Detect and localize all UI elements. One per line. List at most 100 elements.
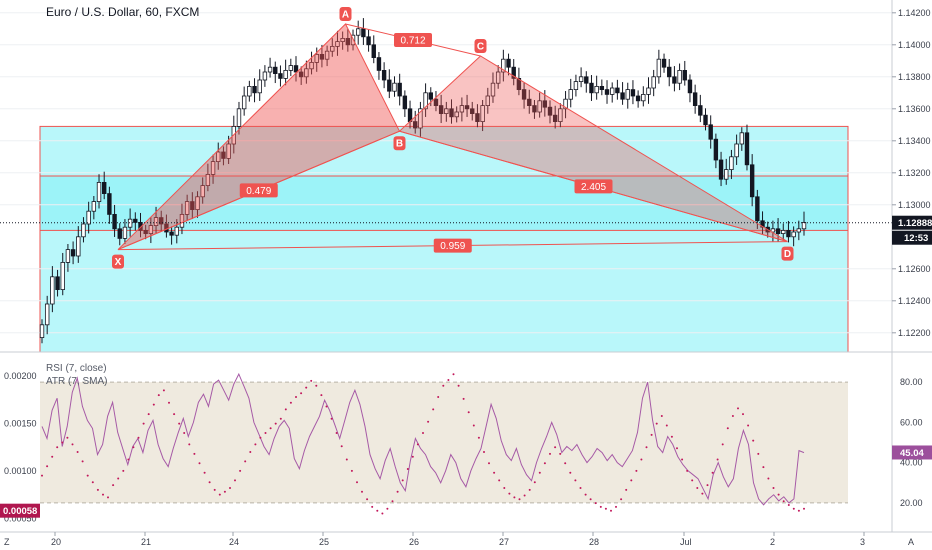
harmonic-pattern[interactable]: 0.712 0.479 2.405 0.959 X A B C D	[112, 7, 794, 269]
candle	[423, 83, 428, 117]
candle	[568, 78, 573, 108]
atr-dot	[711, 471, 714, 474]
symbol-title[interactable]: Euro / U.S. Dollar, 60, FXCM	[46, 5, 199, 19]
time-tick-label: 20	[51, 537, 61, 547]
svg-text:0.959: 0.959	[440, 241, 465, 252]
candle	[278, 65, 283, 87]
candle	[304, 60, 309, 84]
rsi-legend[interactable]: RSI (7, close)	[46, 363, 107, 374]
candle	[594, 75, 599, 100]
atr-dot	[188, 443, 191, 446]
price-tick-label: 1.12400	[898, 296, 931, 306]
atr-dot	[422, 432, 424, 434]
candle	[490, 72, 496, 103]
atr-dot	[691, 479, 694, 482]
axis-corner-right[interactable]: A	[908, 537, 914, 547]
candle	[687, 74, 693, 103]
atr-dot	[249, 451, 252, 453]
price-tick-label: 1.13600	[898, 104, 931, 114]
atr-dot	[559, 452, 562, 455]
atr-dot	[747, 424, 750, 427]
atr-dot	[594, 502, 597, 505]
atr-dot	[528, 488, 531, 491]
atr-dot	[289, 401, 292, 404]
atr-dot	[203, 471, 206, 474]
atr-dot	[229, 487, 231, 489]
atr-dot	[432, 408, 435, 411]
price-tick-label: 1.14000	[898, 40, 931, 50]
ratio-label[interactable]: 2.405	[574, 179, 613, 194]
time-axis[interactable]: 20 21 24 25 26 27 28 Jul 2 3	[51, 532, 865, 547]
atr-dots	[41, 373, 805, 515]
cyan-zone-2[interactable]	[39, 175, 849, 231]
candle	[96, 174, 102, 209]
candle	[273, 61, 278, 84]
candle	[433, 91, 439, 112]
axis-corner-left[interactable]: Z	[4, 537, 10, 547]
candle	[718, 151, 724, 187]
atr-dot	[574, 479, 577, 482]
atr-dot	[533, 481, 536, 484]
candle	[159, 210, 164, 231]
candle	[703, 108, 708, 131]
atr-dot	[173, 413, 176, 416]
pattern-point-d[interactable]: D	[781, 246, 794, 261]
indicator-pane	[40, 372, 848, 515]
indicator-axis[interactable]: 80.00 60.00 40.00 20.00 0.00200 0.00150 0.0010…	[4, 371, 923, 523]
atr-dot	[564, 462, 567, 465]
candle	[195, 191, 200, 218]
atr-dot	[96, 488, 99, 491]
candle	[532, 100, 537, 119]
ratio-label[interactable]: 0.959	[433, 238, 472, 253]
atr-dot	[76, 451, 79, 453]
svg-text:0.712: 0.712	[400, 36, 425, 47]
candle	[361, 18, 366, 45]
rsi-tick-label: 20.00	[900, 498, 923, 508]
atr-dot	[660, 415, 663, 417]
candle	[578, 67, 584, 88]
atr-tick-label: 0.00150	[4, 419, 37, 429]
candle	[501, 49, 506, 82]
atr-dot	[71, 443, 74, 446]
atr-dot	[386, 507, 389, 510]
candle	[558, 103, 563, 128]
atr-dot	[706, 484, 709, 487]
atr-dot	[183, 432, 186, 434]
ratio-label[interactable]: 0.712	[394, 33, 432, 47]
candle	[179, 203, 185, 235]
pattern-point-c[interactable]: C	[474, 39, 487, 53]
price-axis[interactable]: 1.14200 1.14000 1.13800 1.13600 1.13400 1.132…	[892, 8, 931, 338]
candle	[319, 44, 325, 68]
pattern-point-b[interactable]: B	[393, 136, 406, 151]
atr-dot	[645, 446, 648, 449]
atr-dot	[737, 407, 739, 410]
time-tick-label: 21	[141, 537, 151, 547]
atr-dot	[416, 443, 419, 446]
atr-tick-label: 0.00200	[4, 371, 37, 381]
atr-dot	[777, 493, 780, 496]
atr-dot	[213, 488, 216, 491]
last-price-value: 1.12888	[898, 218, 932, 229]
candle	[376, 52, 382, 80]
ratio-label[interactable]: 0.479	[239, 183, 278, 198]
candle	[267, 57, 273, 78]
atr-dot	[447, 379, 450, 381]
last-price-tag: 1.12888	[892, 215, 932, 230]
atr-dot	[696, 487, 699, 489]
atr-dot	[488, 462, 490, 465]
candle	[210, 154, 216, 184]
atr-dot	[523, 494, 526, 497]
atr-dot	[396, 490, 399, 493]
candle	[345, 28, 351, 52]
atr-legend[interactable]: ATR (7, SMA)	[46, 376, 107, 387]
atr-dot	[472, 424, 475, 427]
pattern-point-x[interactable]: X	[112, 254, 124, 269]
candle	[366, 29, 371, 52]
atr-dot	[137, 436, 140, 439]
pattern-point-a[interactable]: A	[339, 7, 352, 21]
candle	[713, 133, 719, 169]
candle	[449, 99, 454, 124]
atr-dot	[107, 496, 109, 499]
atr-dot	[462, 397, 465, 400]
